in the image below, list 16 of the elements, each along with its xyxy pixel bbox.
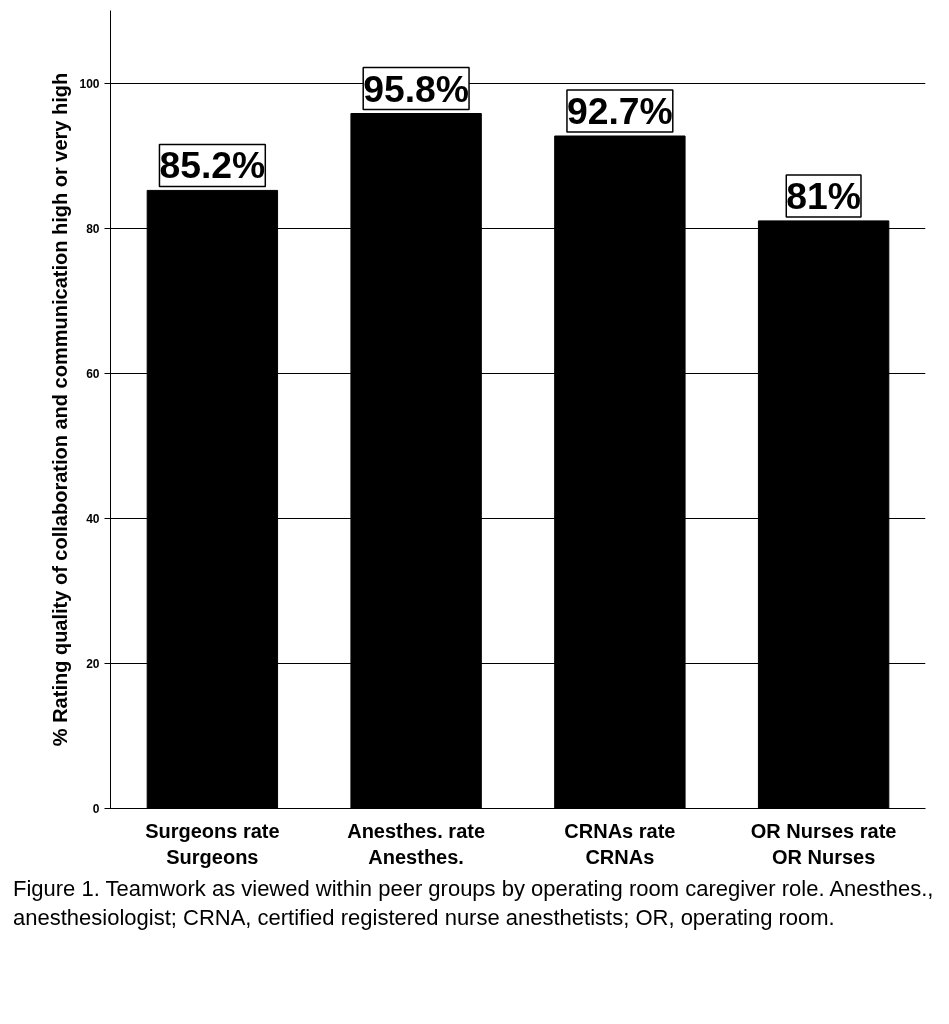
x-tick-label: Anesthes. rate Anesthes.: [347, 819, 486, 868]
y-tick-label: 100: [79, 76, 100, 91]
data-label: 85.2%: [159, 144, 266, 187]
x-tick-label: Surgeons rate Surgeons: [145, 819, 280, 868]
y-axis-title: % Rating quality of collaboration and communication high or very high: [49, 72, 72, 747]
y-tick-label: 0: [92, 802, 100, 816]
y-tick-label: 60: [86, 366, 100, 381]
y-tick-label: 20: [86, 656, 100, 671]
data-label: 95.8%: [363, 67, 470, 110]
x-tick-label: OR Nurses rate OR Nurses: [750, 819, 897, 868]
x-tick-label: CRNAs rate CRNAs: [564, 819, 676, 868]
data-label: 81%: [786, 174, 861, 217]
data-label: 92.7%: [566, 90, 673, 132]
y-tick-label: 40: [86, 511, 100, 526]
y-tick-label: 80: [86, 221, 100, 236]
caption: Figure 1. Teamwork as viewed within peer groups by operating room caregiver role. Anesthes., anesthesiologist; CRNA, certified registered nurse anesthetists; OR, operating room.: [13, 875, 935, 932]
